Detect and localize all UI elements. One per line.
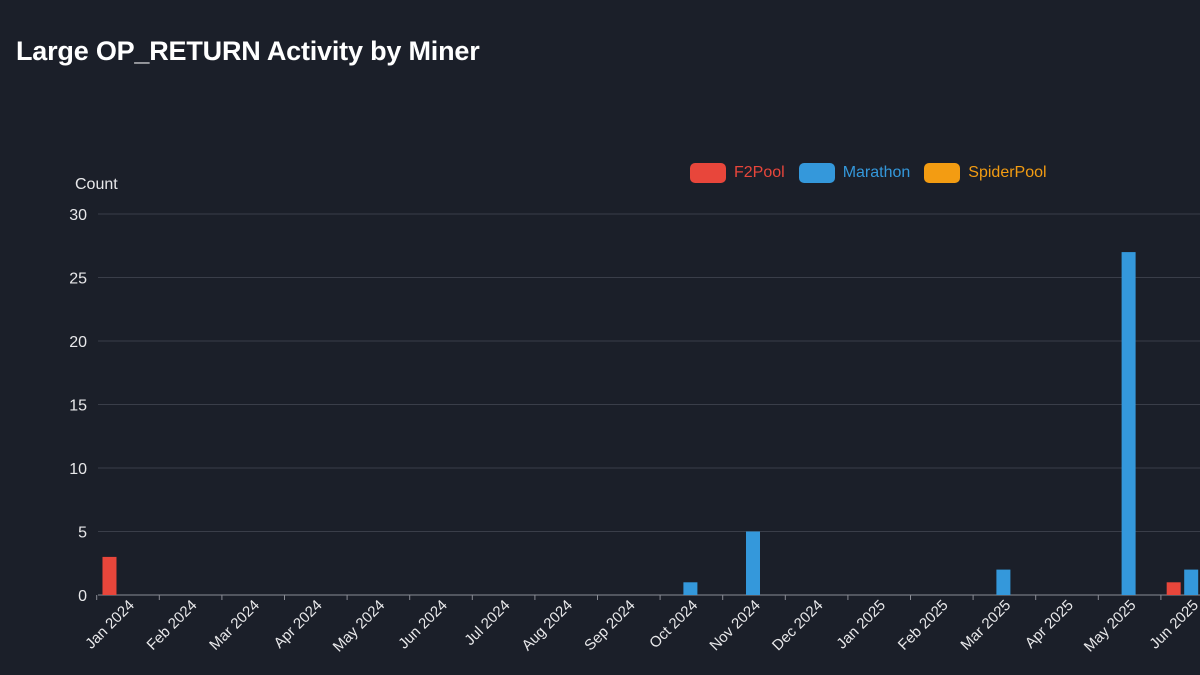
chart-title: Large OP_RETURN Activity by Miner — [16, 36, 480, 66]
x-tick-label: Jun 2024 — [395, 597, 451, 653]
x-tick-label: May 2024 — [330, 597, 389, 656]
y-tick-label: 20 — [69, 334, 87, 351]
x-tick-label: Sep 2024 — [581, 597, 638, 654]
x-tick-label: May 2025 — [1081, 597, 1140, 656]
y-axis-label: Count — [75, 176, 118, 193]
y-tick-label: 25 — [69, 271, 87, 288]
x-tick-label: Dec 2024 — [769, 597, 826, 654]
x-tick-label: Oct 2024 — [646, 597, 701, 652]
y-tick-label: 15 — [69, 398, 87, 415]
bar-f2pool-jun-2025 — [1166, 582, 1181, 595]
bar-marathon-may-2025 — [1121, 252, 1136, 595]
x-tick-label: Apr 2025 — [1022, 597, 1077, 652]
y-tick-label: 10 — [69, 461, 87, 478]
x-tick-label: Jan 2024 — [82, 597, 138, 653]
bar-marathon-jun-2025 — [1184, 569, 1199, 595]
legend-label-marathon: Marathon — [842, 164, 911, 181]
x-tick-label: Feb 2024 — [144, 597, 201, 654]
x-tick-label: Jun 2025 — [1146, 597, 1200, 653]
legend-item-marathon[interactable]: Marathon — [798, 163, 911, 183]
bar-marathon-oct-2024 — [683, 582, 698, 595]
x-tick-label: Jan 2025 — [833, 597, 889, 653]
x-tick-label: Nov 2024 — [706, 597, 763, 654]
legend: F2Pool Marathon SpiderPool — [690, 163, 1061, 183]
legend-swatch-f2pool — [690, 163, 726, 183]
legend-swatch-marathon — [798, 163, 835, 183]
x-tick-label: Feb 2025 — [895, 597, 952, 654]
x-tick-label: Mar 2024 — [206, 597, 263, 654]
x-tick-label: Aug 2024 — [519, 597, 576, 654]
y-tick-label: 0 — [78, 588, 87, 605]
y-tick-label: 5 — [78, 525, 87, 542]
bar-marathon-nov-2024 — [746, 531, 760, 595]
legend-swatch-spiderpool — [924, 163, 961, 183]
y-tick-label: 30 — [69, 207, 87, 224]
bar-marathon-mar-2025 — [996, 569, 1011, 595]
x-tick-label: Mar 2025 — [957, 597, 1014, 654]
bar-f2pool-jan-2024 — [102, 556, 117, 595]
legend-item-spiderpool[interactable]: SpiderPool — [924, 163, 1047, 183]
legend-label-spiderpool: SpiderPool — [968, 164, 1047, 181]
legend-label-f2pool: F2Pool — [734, 164, 785, 181]
x-tick-label: Apr 2024 — [271, 597, 326, 652]
legend-item-f2pool[interactable]: F2Pool — [690, 163, 785, 183]
x-tick-label: Jul 2024 — [461, 597, 513, 649]
